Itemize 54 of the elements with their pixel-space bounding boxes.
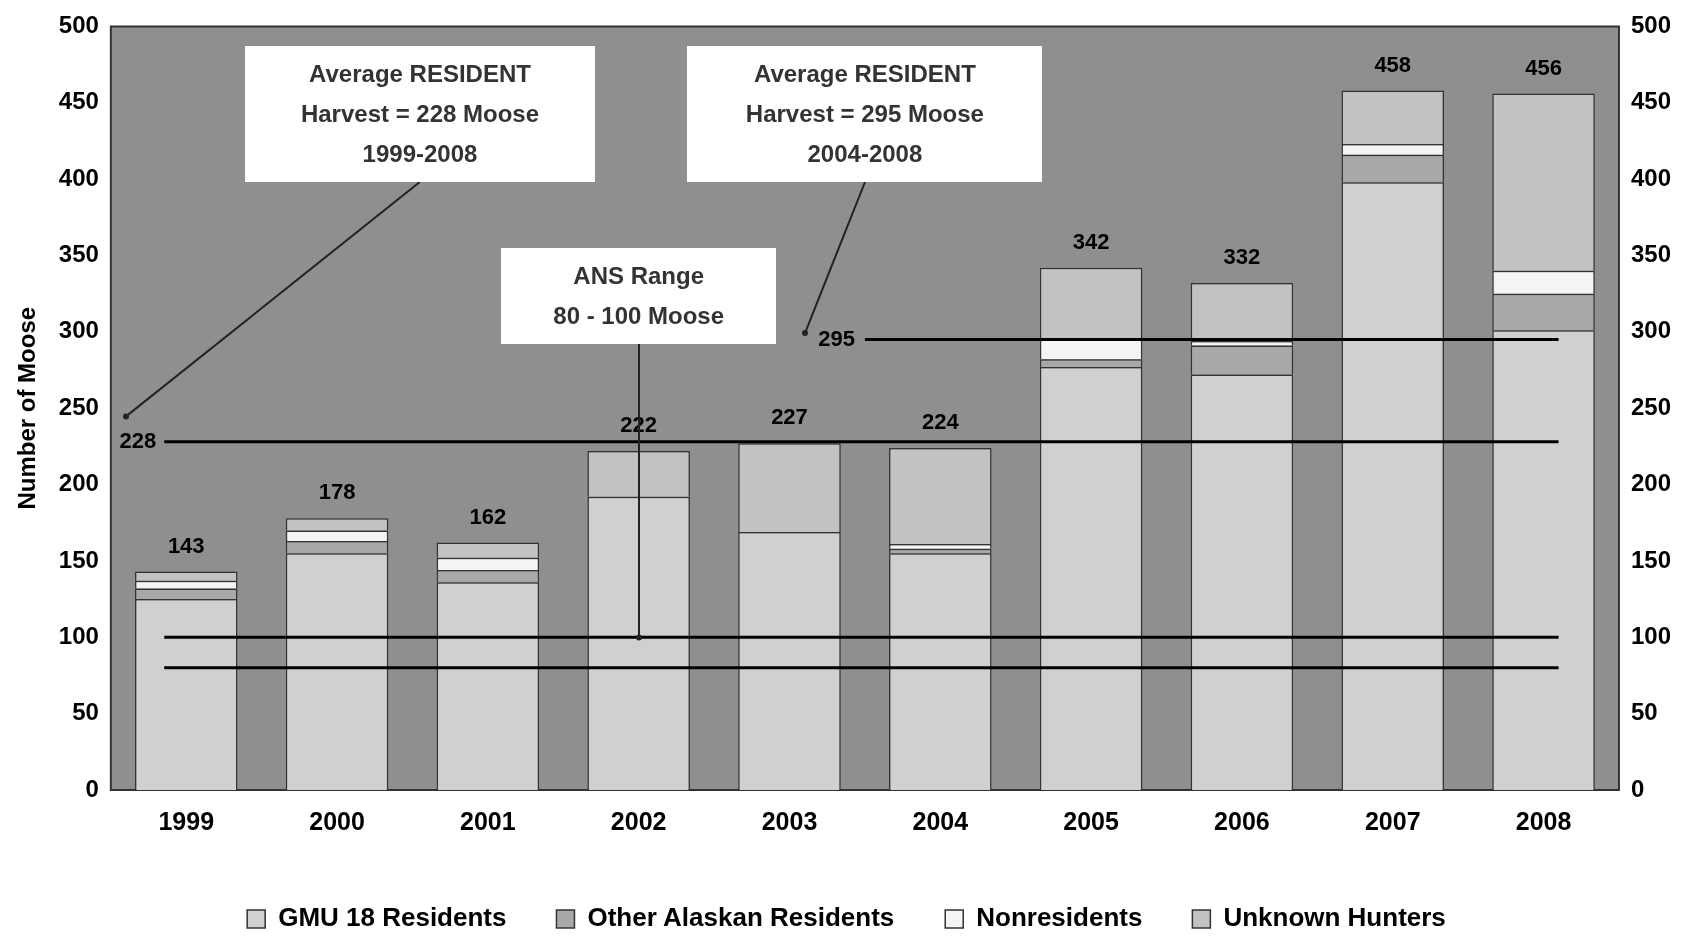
total-label: 332: [1223, 244, 1261, 270]
x-tick-label: 2006: [1214, 806, 1270, 835]
total-label: 342: [1072, 228, 1110, 254]
y-tick-label: 450: [58, 87, 99, 115]
y-tick-label: 50: [72, 698, 99, 726]
y2-tick-label: 300: [1630, 316, 1671, 344]
x-tick-label: 2003: [761, 806, 818, 835]
y-tick-label: 0: [85, 774, 99, 802]
total-label: 143: [167, 532, 205, 558]
annotation: Average RESIDENT Harvest = 295 Moose 2004-2008: [744, 59, 985, 170]
ref-line-label: 228: [119, 427, 157, 453]
x-tick-label: 2000: [309, 806, 365, 835]
annotation: Average RESIDENT Harvest = 228 Moose 1999-2008: [299, 59, 541, 170]
legend-label: Other Alaskan Residents: [587, 902, 895, 933]
y2-tick-label: 500: [1630, 11, 1671, 39]
y-tick-label: 100: [58, 621, 99, 649]
total-label: 456: [1525, 54, 1562, 80]
x-tick-label: 1999: [158, 806, 215, 835]
total-label: 458: [1374, 51, 1412, 77]
y2-tick-label: 200: [1630, 469, 1671, 497]
total-label: 227: [771, 404, 808, 430]
legend-label: Nonresidents: [976, 902, 1143, 933]
note-box: Average RESIDENT Harvest = 295 Moose 2004-2008: [687, 46, 1043, 183]
y-tick-label: 250: [58, 392, 99, 420]
total-label: 224: [921, 408, 960, 434]
y2-tick-label: 450: [1630, 87, 1671, 115]
y-tick-label: 400: [58, 163, 99, 191]
x-tick-label: 2001: [460, 806, 516, 835]
x-tick-label: 2002: [610, 806, 667, 835]
note-box: ANS Range 80 - 100 Moose: [501, 247, 777, 344]
y2-tick-label: 150: [1630, 545, 1671, 573]
total-label: 178: [318, 479, 356, 505]
y-axis-title: Number of Moose: [13, 306, 41, 510]
y2-tick-label: 350: [1630, 240, 1671, 268]
x-tick-label: 2005: [1063, 806, 1120, 835]
legend-label: GMU 18 Residents: [278, 902, 507, 933]
y2-tick-label: 0: [1630, 774, 1645, 802]
ref-line-label: 295: [818, 325, 855, 351]
total-label: 162: [469, 503, 507, 529]
y-tick-label: 150: [58, 545, 99, 573]
y-tick-label: 300: [58, 316, 99, 344]
x-tick-label: 2004: [912, 806, 969, 835]
x-tick-label: 2008: [1515, 806, 1572, 835]
annotation: ANS Range 80 - 100 Moose: [552, 260, 726, 331]
y2-tick-label: 50: [1630, 698, 1658, 726]
note-box: Average RESIDENT Harvest = 228 Moose 1999-2008: [245, 46, 595, 183]
y2-tick-label: 100: [1630, 621, 1671, 649]
y-tick-label: 500: [58, 11, 99, 39]
y2-tick-label: 400: [1630, 163, 1671, 191]
legend-label: Unknown Hunters: [1223, 902, 1446, 933]
y-tick-label: 350: [58, 240, 99, 268]
y2-tick-label: 250: [1630, 392, 1671, 420]
x-tick-label: 2007: [1364, 806, 1421, 835]
y-tick-label: 200: [58, 469, 99, 497]
